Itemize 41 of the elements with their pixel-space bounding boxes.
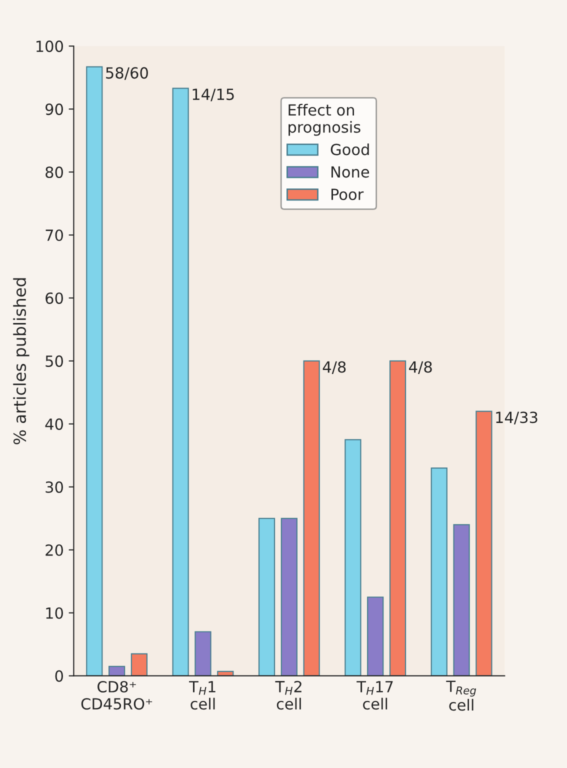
y-tick-label: 20 <box>46 544 63 556</box>
annotation: 4/8 <box>322 361 346 374</box>
annotation: 58/60 <box>106 67 148 80</box>
y-tick-label: 90 <box>46 104 63 116</box>
bar <box>367 596 384 676</box>
x-tick-label: T$_{H}$1 cell <box>189 681 216 710</box>
bar <box>86 66 103 676</box>
y-axis-title: % articles published <box>13 278 30 444</box>
bar <box>476 410 492 676</box>
y-tick-label: 40 <box>45 418 63 430</box>
y-tick-label: 100 <box>36 40 63 52</box>
legend-label: None <box>331 166 370 178</box>
bar <box>194 631 212 676</box>
bar <box>430 467 448 676</box>
bar <box>344 439 362 676</box>
annotation: 4/8 <box>409 361 432 374</box>
bar <box>453 524 470 676</box>
bar <box>130 653 148 676</box>
y-tick-label: 10 <box>46 607 63 619</box>
legend-title: Effect on prognosis <box>288 104 360 136</box>
legend-label: Poor <box>331 188 364 200</box>
y-tick-label: 60 <box>46 292 63 304</box>
x-tick-label: T$_{H}$2 cell <box>275 680 302 710</box>
y-tick-label: 30 <box>46 481 63 493</box>
x-tick-label: CD8⁺ CD45RO⁺ <box>81 680 152 710</box>
annotation: 14/33 <box>496 412 538 424</box>
bar <box>389 360 406 676</box>
x-tick-label: T$_{H}$17 cell <box>356 681 393 710</box>
bar <box>303 360 320 676</box>
bar <box>217 670 234 676</box>
bar <box>258 518 276 676</box>
annotation: 14/15 <box>192 88 234 102</box>
bar <box>280 518 298 676</box>
y-tick-label: 80 <box>46 166 63 178</box>
y-tick-label: 70 <box>46 229 63 242</box>
legend-label: Good <box>330 143 369 156</box>
x-tick-label: T$_{Reg}$ cell <box>446 680 476 711</box>
y-tick-label: 50 <box>46 355 63 367</box>
y-tick-label: 0 <box>55 670 63 682</box>
bar <box>172 88 189 676</box>
bar <box>108 666 126 676</box>
